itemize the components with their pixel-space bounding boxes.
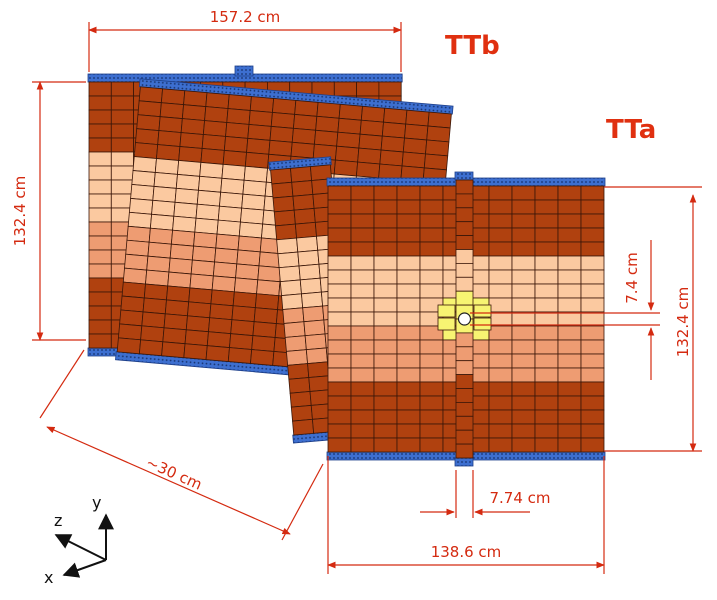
- station-label-tta: TTa: [606, 115, 656, 145]
- tta-beam-column: [437, 171, 492, 467]
- dim-width-tta: 138.6 cm: [431, 543, 502, 561]
- dim-height-tta: 132.4 cm: [674, 287, 692, 358]
- beam-pipe: [457, 312, 472, 326]
- dim-width-ttb: 157.2 cm: [210, 8, 281, 26]
- dim-height-ttb: 132.4 cm: [11, 176, 29, 247]
- axis-label-y: y: [92, 493, 101, 512]
- dim-inner-gap: 7.4 cm: [623, 252, 641, 303]
- dim-station-gap: ~30 cm: [143, 453, 204, 494]
- axis-label-z: z: [54, 511, 62, 530]
- ttb-center-cap: [234, 65, 254, 77]
- dimension-lines: [32, 22, 702, 574]
- station-label-ttb: TTb: [445, 31, 500, 61]
- axis-label-x: x: [44, 568, 53, 587]
- dim-beam-strip: 7.74 cm: [489, 489, 550, 507]
- detector-planes: [87, 65, 606, 467]
- axis-triad: [54, 513, 114, 578]
